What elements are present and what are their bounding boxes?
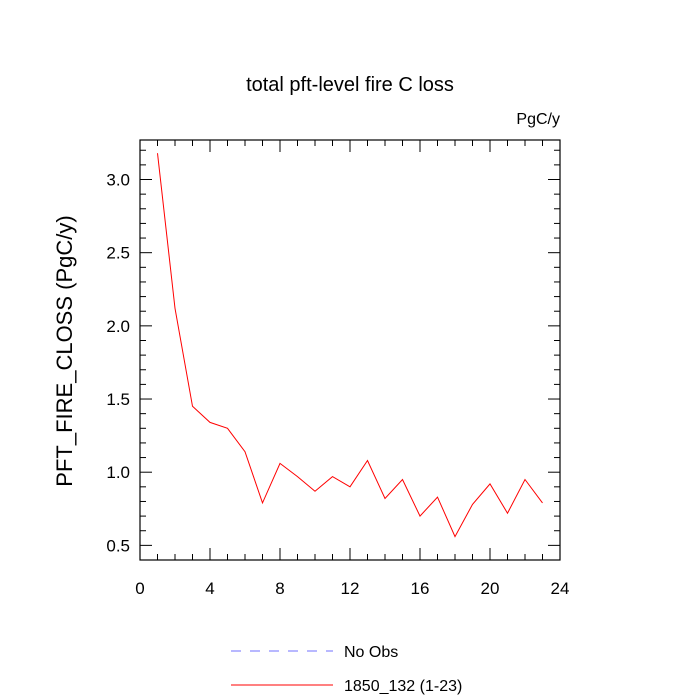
axis-ticks: 0 4 8 12 16 20 24 0.5 1.0 1.5 2.0 2.5 3.0	[106, 140, 569, 598]
data-point	[366, 459, 369, 462]
y-tick-label: 1.0	[106, 463, 130, 482]
y-tick-label: 0.5	[106, 536, 130, 555]
y-tick-label: 2.5	[106, 244, 130, 263]
data-point	[384, 497, 387, 500]
data-point	[471, 503, 474, 506]
data-point	[226, 427, 229, 430]
data-point	[436, 496, 439, 499]
y-tick-label: 1.5	[106, 390, 130, 409]
data-point	[296, 475, 299, 478]
data-point	[419, 515, 422, 518]
x-tick-label: 12	[341, 579, 360, 598]
data-point	[454, 535, 457, 538]
y-tick-label: 2.0	[106, 317, 130, 336]
data-point	[174, 307, 177, 310]
data-point	[191, 405, 194, 408]
x-tick-label: 24	[551, 579, 570, 598]
legend-label: 1850_132 (1-23)	[344, 678, 462, 695]
data-point	[541, 501, 544, 504]
data-point	[401, 478, 404, 481]
legend: No Obs 1850_132 (1-23)	[231, 644, 462, 695]
data-point	[506, 512, 509, 515]
series-line	[157, 153, 543, 538]
x-tick-label: 4	[205, 579, 214, 598]
data-point	[489, 482, 492, 485]
x-tick-label: 20	[481, 579, 500, 598]
x-tick-label: 16	[411, 579, 430, 598]
units-label: PgC/y	[516, 111, 560, 128]
data-point	[279, 462, 282, 465]
data-series	[156, 152, 544, 538]
x-tick-label: 0	[135, 579, 144, 598]
plot-frame	[139, 139, 561, 561]
data-point	[261, 501, 264, 504]
data-point	[156, 152, 159, 155]
data-point	[244, 450, 247, 453]
legend-label: No Obs	[344, 644, 398, 661]
x-tick-label: 8	[275, 579, 284, 598]
data-point	[209, 421, 212, 424]
data-point	[524, 478, 527, 481]
y-axis-label: PFT_FIRE_CLOSS (PgC/y)	[52, 215, 77, 486]
data-point	[314, 490, 317, 493]
y-tick-label: 3.0	[106, 171, 130, 190]
chart-title: total pft-level fire C loss	[246, 74, 454, 96]
data-point	[331, 475, 334, 478]
data-point	[349, 485, 352, 488]
